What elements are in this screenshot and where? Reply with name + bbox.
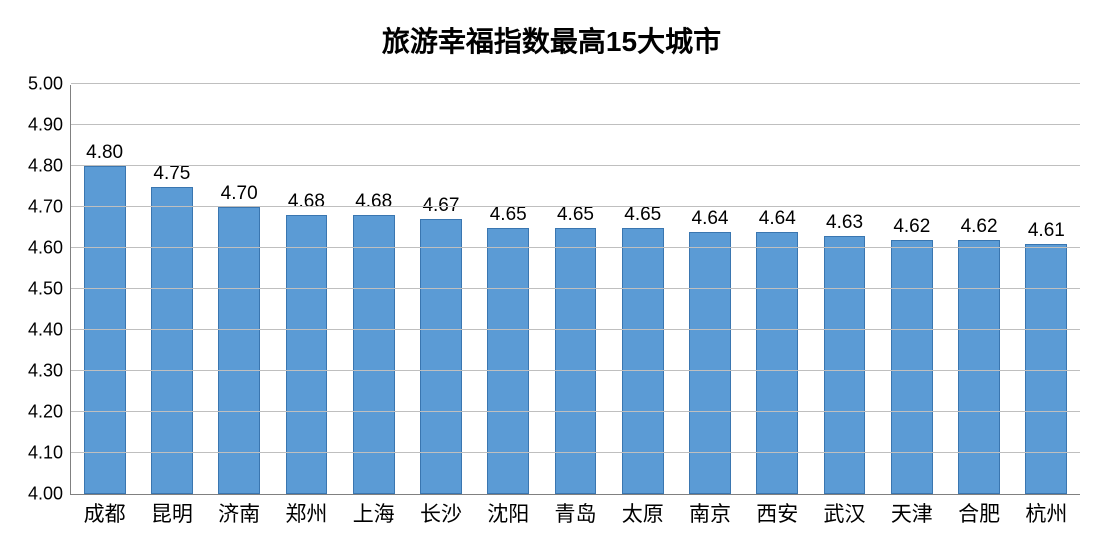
bar-slot: 4.63 <box>811 85 878 494</box>
bar-slot: 4.61 <box>1013 85 1080 494</box>
bar <box>756 232 798 494</box>
y-tick-label: 4.80 <box>28 156 71 177</box>
bar-slot: 4.65 <box>475 85 542 494</box>
x-tick-label: 昆明 <box>138 498 205 528</box>
bar-chart: 旅游幸福指数最高15大城市 4.804.754.704.684.684.674.… <box>0 0 1103 544</box>
bar-slot: 4.68 <box>273 85 340 494</box>
gridline <box>71 124 1080 125</box>
x-tick-label: 南京 <box>676 498 743 528</box>
gridline <box>71 165 1080 166</box>
x-tick-label: 西安 <box>744 498 811 528</box>
bar <box>689 232 731 494</box>
bar-value-label: 4.62 <box>961 216 998 238</box>
bar-value-label: 4.64 <box>692 208 729 230</box>
x-tick-label: 郑州 <box>273 498 340 528</box>
bar-value-label: 4.80 <box>86 142 123 164</box>
y-tick-label: 4.60 <box>28 238 71 259</box>
bar-slot: 4.80 <box>71 85 138 494</box>
x-tick-label: 青岛 <box>542 498 609 528</box>
x-axis-labels: 成都昆明济南郑州上海长沙沈阳青岛太原南京西安武汉天津合肥杭州 <box>71 494 1080 528</box>
bar-slot: 4.68 <box>340 85 407 494</box>
bar <box>891 240 933 494</box>
x-tick-label: 天津 <box>878 498 945 528</box>
bar <box>958 240 1000 494</box>
plot-area: 4.804.754.704.684.684.674.654.654.654.64… <box>70 85 1080 495</box>
bar-value-label: 4.62 <box>893 216 930 238</box>
bar-slot: 4.64 <box>676 85 743 494</box>
x-tick-label: 合肥 <box>945 498 1012 528</box>
bar-slot: 4.62 <box>878 85 945 494</box>
x-tick-label: 武汉 <box>811 498 878 528</box>
bar <box>824 236 866 494</box>
bars-container: 4.804.754.704.684.684.674.654.654.654.64… <box>71 85 1080 494</box>
y-tick-label: 4.10 <box>28 443 71 464</box>
y-tick-label: 4.70 <box>28 197 71 218</box>
x-tick-label: 上海 <box>340 498 407 528</box>
gridline <box>71 247 1080 248</box>
bar-slot: 4.67 <box>407 85 474 494</box>
bar-value-label: 4.70 <box>221 183 258 205</box>
bar-slot: 4.70 <box>206 85 273 494</box>
y-tick-label: 4.20 <box>28 402 71 423</box>
y-tick-label: 5.00 <box>28 74 71 95</box>
x-tick-label: 济南 <box>206 498 273 528</box>
bar-slot: 4.75 <box>138 85 205 494</box>
y-tick-label: 4.00 <box>28 484 71 505</box>
y-tick-label: 4.50 <box>28 279 71 300</box>
bar-slot: 4.65 <box>542 85 609 494</box>
bar-slot: 4.64 <box>744 85 811 494</box>
y-tick-label: 4.40 <box>28 320 71 341</box>
bar-value-label: 4.63 <box>826 212 863 234</box>
bar-value-label: 4.68 <box>355 191 392 213</box>
bar-value-label: 4.61 <box>1028 220 1065 242</box>
bar-slot: 4.62 <box>945 85 1012 494</box>
bar-value-label: 4.68 <box>288 191 325 213</box>
y-tick-label: 4.90 <box>28 115 71 136</box>
bar-value-label: 4.64 <box>759 208 796 230</box>
gridline <box>71 329 1080 330</box>
chart-title: 旅游幸福指数最高15大城市 <box>0 20 1103 60</box>
bar <box>487 228 529 495</box>
bar <box>1025 244 1067 494</box>
bar <box>555 228 597 495</box>
bar <box>622 228 664 495</box>
gridline <box>71 370 1080 371</box>
bar <box>218 207 260 494</box>
x-tick-label: 太原 <box>609 498 676 528</box>
x-tick-label: 成都 <box>71 498 138 528</box>
gridline <box>71 83 1080 84</box>
bar-slot: 4.65 <box>609 85 676 494</box>
gridline <box>71 288 1080 289</box>
x-tick-label: 长沙 <box>407 498 474 528</box>
gridline <box>71 452 1080 453</box>
gridline <box>71 206 1080 207</box>
bar <box>151 187 193 495</box>
gridline <box>71 411 1080 412</box>
y-tick-label: 4.30 <box>28 361 71 382</box>
x-tick-label: 杭州 <box>1013 498 1080 528</box>
bar <box>84 166 126 494</box>
x-tick-label: 沈阳 <box>475 498 542 528</box>
